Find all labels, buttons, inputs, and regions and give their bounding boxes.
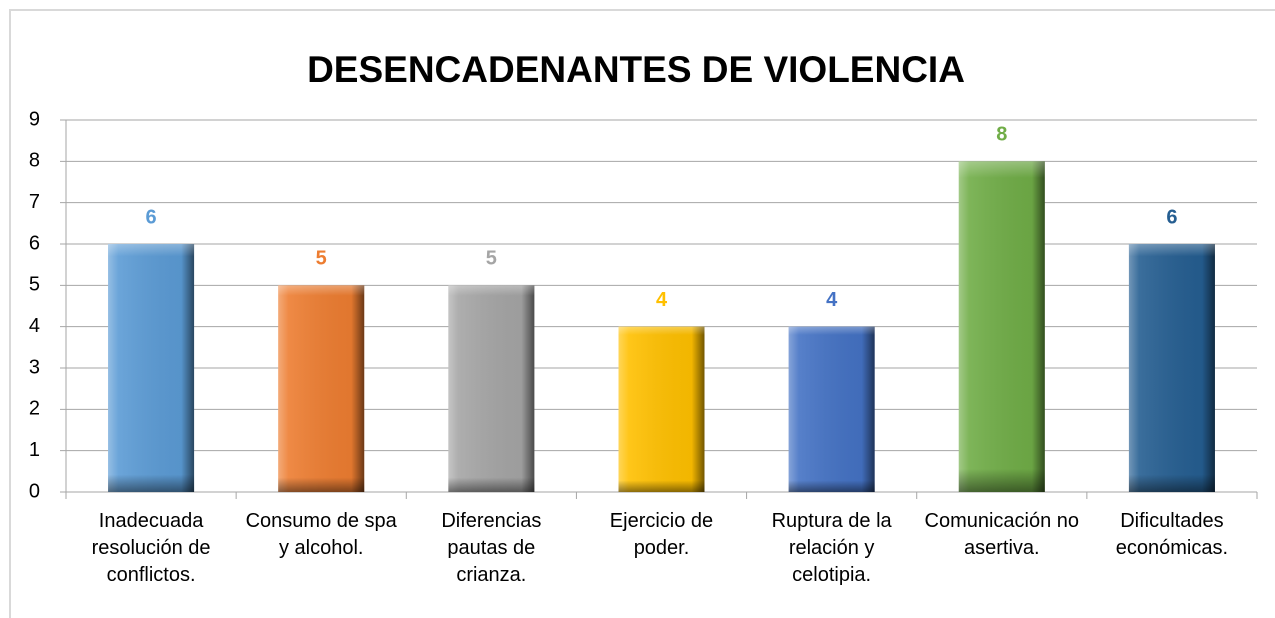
x-tick-label: Ejercicio de poder. (609, 510, 714, 559)
y-tick-label: 0 (29, 480, 40, 502)
y-tick-label: 1 (29, 439, 40, 461)
data-label: 5 (486, 248, 497, 270)
y-tick-label: 4 (29, 315, 40, 337)
bar-shading (448, 285, 535, 492)
chart-border (9, 9, 1275, 618)
data-label: 5 (316, 248, 327, 270)
x-tick-label: Dificultades económicas. (1115, 510, 1229, 559)
data-label: 6 (1166, 206, 1177, 228)
bar-shading (958, 161, 1045, 493)
y-tick-label: 7 (29, 191, 40, 213)
y-tick-label: 6 (29, 232, 40, 254)
x-tick-label: Diferencias pautas de crianza. (441, 510, 542, 586)
x-tick-label: Inadecuada resolución de conflictos. (91, 510, 211, 586)
y-tick-label: 5 (29, 274, 40, 296)
x-tick-label: Ruptura de la relación y celotipia. (771, 510, 892, 586)
y-tick-label: 8 (29, 150, 40, 172)
data-label: 4 (826, 289, 838, 311)
bar-shading (108, 244, 195, 492)
bar-shading (618, 326, 705, 492)
y-tick-label: 9 (29, 108, 40, 130)
bar-shading (1128, 244, 1215, 492)
bar-shading (788, 326, 875, 492)
data-label: 6 (146, 206, 157, 228)
y-tick-label: 3 (29, 356, 40, 378)
data-label: 4 (656, 289, 668, 311)
data-label: 8 (996, 124, 1007, 146)
y-tick-label: 2 (29, 398, 40, 420)
bar-shading (278, 285, 365, 492)
chart-title: DESENCADENANTES DE VIOLENCIA (307, 49, 965, 90)
x-tick-label: Consumo de spa y alcohol. (245, 510, 397, 559)
x-tick-label: Comunicación no asertiva. (924, 510, 1080, 559)
